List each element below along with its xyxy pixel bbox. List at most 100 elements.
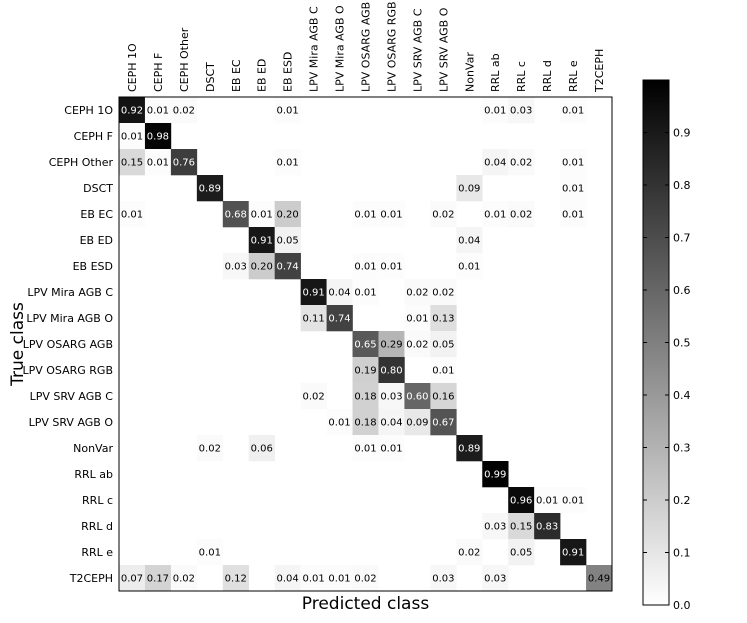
heatmap-cell [430,279,457,306]
heatmap-cell [586,565,613,592]
heatmap-cell [352,565,379,592]
cell-value-label: 0.29 [380,340,402,351]
x-tick-labels: CEPH 1O CEPH F CEPH Other DSCT EB EC EB ED EB … [126,1,606,93]
heatmap-cell [144,565,172,592]
heatmap-cell [508,97,535,124]
heatmap-cell [119,123,146,150]
cell-value-label: 0.01 [484,106,506,117]
heatmap-cell [274,227,301,254]
heatmap-cell [196,175,224,202]
x-tick-label: DSCT [204,62,217,92]
cell-value-label: 0.60 [406,392,428,403]
y-tick-label: T2CEPH [69,572,113,585]
cell-value-label: 0.80 [380,366,402,377]
heatmap-cell [248,201,275,228]
heatmap-cell [430,201,457,228]
cell-value-label: 0.04 [328,288,350,299]
cell-value-label: 0.01 [562,158,584,169]
cell-value-label: 0.15 [510,522,532,533]
heatmap-cell [248,227,275,254]
y-tick-label: EB EC [80,208,113,221]
cell-value-label: 0.01 [406,314,428,325]
cell-value-label: 0.04 [380,418,402,429]
cell-value-label: 0.03 [484,574,506,585]
cell-value-label: 0.01 [380,210,402,221]
colorbar-tick-label: 0.9 [673,127,691,140]
heatmap-cell [300,279,327,306]
y-axis-title: True class [8,302,28,387]
cell-value-label: 0.04 [277,574,299,585]
colorbar-tick-label: 0.7 [673,232,691,245]
x-tick-label: EB ESD [282,52,295,92]
heatmap-cell [482,461,509,488]
y-tick-label: LPV OSARG RGB [22,364,113,377]
heatmap-cell [560,97,587,124]
cell-value-label: 0.01 [458,262,480,273]
plot-frame [118,96,613,592]
y-tick-label: RRL ab [74,468,113,481]
heatmap-cell [119,201,146,228]
cell-value-label: 0.91 [562,548,584,559]
heatmap-cell [482,149,509,176]
cell-value-label: 0.01 [354,444,376,455]
cell-value-label: 0.01 [121,210,143,221]
heatmap-cell [300,565,327,592]
heatmap-cell [482,513,509,540]
y-tick-label: EB ED [80,234,113,247]
colorbar-tick-label: 0.3 [673,442,691,455]
heatmap-cell [456,253,483,280]
x-tick-label: RRL d [541,60,554,92]
heatmap-cell [430,305,457,332]
heatmap-cell [482,201,509,228]
cell-value-label: 0.98 [147,132,169,143]
cell-value-label: 0.91 [302,288,324,299]
cell-value-label: 0.03 [484,522,506,533]
cell-value-label: 0.01 [147,158,169,169]
cell-value-label: 0.01 [251,210,273,221]
x-tick-label: T2CEPH [593,49,606,93]
y-tick-labels: CEPH 1O CEPH F CEPH Other DSCT EB EC EB ED EB … [22,104,113,585]
heatmap-cell [274,97,301,124]
colorbar-tick-label: 0.4 [673,389,691,402]
cell-value-label: 0.01 [147,106,169,117]
colorbar-tick-label: 0.0 [673,599,691,612]
heatmap-cell [430,565,457,592]
y-tick-label: CEPH 1O [64,104,113,117]
heatmap-cell [352,409,379,436]
heatmap-cell [560,539,587,566]
cell-value-label: 0.68 [225,210,247,221]
cell-value-label: 0.20 [251,262,273,273]
cell-value-label: 0.18 [354,392,376,403]
cell-value-label: 0.76 [173,158,195,169]
heatmap-cell [352,253,379,280]
cell-value-label: 0.03 [510,106,532,117]
y-tick-label: LPV OSARG AGB [23,338,113,351]
heatmap-cell [326,279,353,306]
cell-value-label: 0.01 [199,548,221,559]
x-tick-label: LPV SRV AGB C [411,8,424,92]
heatmap-cell [378,409,405,436]
heatmap-cell [170,97,198,124]
x-tick-label: RRL c [515,61,528,92]
cell-value-label: 0.18 [354,418,376,429]
cell-value-label: 0.74 [277,262,299,273]
colorbar-tick-label: 0.1 [673,547,691,560]
cell-value-label: 0.02 [354,574,376,585]
heatmap-cell [482,97,509,124]
cell-value-label: 0.03 [380,392,402,403]
y-tick-label: LPV Mira AGB O [26,312,113,325]
heatmap-cell [404,331,431,358]
heatmap-cell [326,305,353,332]
heatmap-cell [508,539,535,566]
heatmap-cell [222,253,250,280]
y-tick-label: RRL e [81,546,113,559]
cell-value-label: 0.01 [484,210,506,221]
cell-value-label: 0.99 [484,470,506,481]
heatmap-cell [378,331,405,358]
x-tick-label: EB EC [230,59,243,92]
heatmap-cells [119,97,613,592]
heatmap-cell [560,175,587,202]
cell-value-label: 0.04 [458,236,480,247]
cell-value-label: 0.05 [432,340,454,351]
heatmap-cell [352,383,379,410]
